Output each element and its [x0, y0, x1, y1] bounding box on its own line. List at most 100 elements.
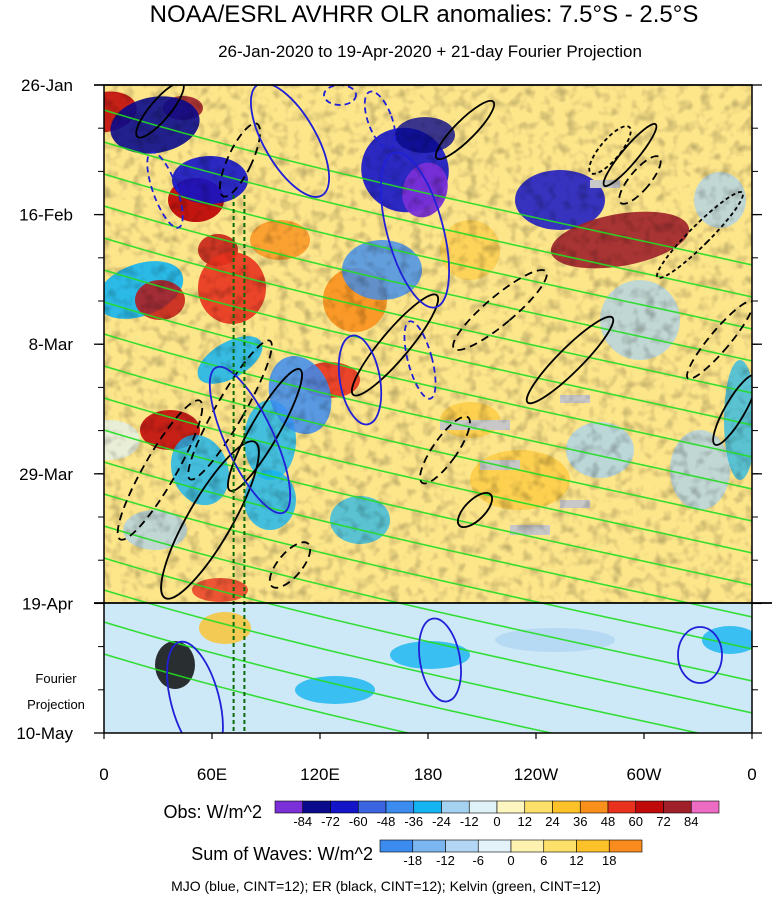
obs-legend-tick-label: -84 [293, 814, 312, 829]
er-contour [457, 492, 493, 528]
er-contour [712, 374, 752, 446]
y-tick-label: 19-Apr [22, 594, 73, 613]
x-tick-label: 60E [197, 765, 227, 784]
waves-legend: -18 -12 -6 0 6 12 18 [379, 839, 643, 868]
obs-legend-swatch [663, 800, 692, 814]
obs-legend-swatch [413, 800, 442, 814]
waves-legend-label: Sum of Waves: W/m^2 [191, 844, 373, 864]
er-contour [618, 155, 662, 205]
kelvin-contour [104, 429, 752, 586]
obs-legend-swatch [552, 800, 581, 814]
mjo-contour [323, 85, 357, 106]
er-contour [434, 99, 496, 161]
kelvin-contour [104, 333, 752, 490]
waves-legend-tick-label: 6 [540, 853, 547, 868]
er-contour [187, 339, 273, 481]
waves-legend-swatch [510, 839, 545, 853]
x-tick-label: 180 [414, 765, 442, 784]
obs-legend-tick-label: -24 [432, 814, 451, 829]
kelvin-contour [104, 365, 752, 522]
obs-legend-tick-label: 24 [545, 814, 559, 829]
obs-legend-tick-label: 72 [656, 814, 670, 829]
obs-legend-tick-label: 12 [518, 814, 532, 829]
chart-subtitle: 26-Jan-2020 to 19-Apr-2020 + 21-day Four… [218, 42, 642, 61]
mjo-contour [146, 151, 184, 229]
y-axis-labels: 26-Jan 16-Feb 8-Mar 29-Mar 19-Apr 10-May [16, 76, 73, 743]
kelvin-contour [104, 461, 752, 618]
er-contour [656, 191, 744, 279]
axis-ticks [94, 84, 762, 739]
obs-legend-swatch [274, 800, 304, 814]
obs-legend-swatch [441, 800, 470, 814]
waves-legend-swatch [477, 839, 512, 853]
waves-legend-tick-label: 12 [569, 853, 583, 868]
wave-contours [104, 85, 752, 733]
projection-label-line2: Projection [27, 697, 85, 712]
obs-legend-label: Obs: W/m^2 [164, 802, 262, 822]
projection-patch [199, 612, 251, 644]
kelvin-contour [104, 205, 752, 362]
obs-legend-swatch [385, 800, 415, 814]
waves-legend-swatch [608, 839, 643, 853]
obs-legend-tick-label: -72 [321, 814, 340, 829]
x-tick-label: 60W [627, 765, 662, 784]
obs-legend: -84 -72 -60 -48 -36 -24 -12 0 12 24 36 48 60 72 84 [274, 800, 720, 829]
obs-legend-tick-label: -36 [404, 814, 423, 829]
er-contour [268, 541, 312, 589]
waves-legend-tick-label: 18 [602, 853, 616, 868]
obs-legend-swatch [330, 800, 359, 814]
kelvin-contour [104, 301, 752, 458]
projection-patch [155, 641, 195, 689]
projection-label-line1: Fourier [35, 671, 77, 686]
mjo-contour [380, 151, 450, 309]
projection-patch [495, 628, 615, 652]
er-contour [588, 125, 632, 175]
kelvin-contour [104, 141, 752, 298]
obs-legend-tick-label: -48 [377, 814, 396, 829]
kelvin-contour [104, 397, 752, 554]
mjo-contour [249, 85, 331, 198]
waves-legend-swatch [543, 839, 577, 853]
mjo-contour [337, 334, 383, 426]
y-tick-label: 8-Mar [29, 335, 74, 354]
waves-legend-tick-label: -6 [472, 853, 484, 868]
y-tick-label: 26-Jan [21, 76, 73, 95]
reference-lines [232, 195, 246, 733]
waves-legend-swatch [412, 839, 446, 853]
kelvin-contour [104, 237, 752, 394]
kelvin-contour [104, 525, 752, 682]
kelvin-contour [104, 269, 752, 426]
er-contour [218, 122, 262, 198]
waves-legend-swatch [379, 839, 414, 853]
obs-legend-swatch [468, 800, 498, 814]
obs-legend-tick-label: 60 [629, 814, 643, 829]
waves-legend-tick-label: -12 [436, 853, 455, 868]
x-tick-label: 120E [300, 765, 340, 784]
obs-legend-tick-label: 48 [601, 814, 615, 829]
x-axis-labels: 0 60E 120E 180 120W 60W 0 [99, 765, 756, 784]
kelvin-contour [104, 653, 412, 733]
obs-legend-tick-label: 36 [573, 814, 587, 829]
obs-legend-swatch [635, 800, 664, 814]
er-contour [686, 300, 752, 380]
er-contour [116, 399, 204, 541]
waves-legend-swatch [576, 839, 610, 853]
y-tick-label: 29-Mar [19, 465, 73, 484]
mjo-contour [363, 90, 397, 150]
kelvin-contour [104, 621, 555, 733]
kelvin-contour [104, 589, 702, 733]
er-contour [602, 123, 658, 187]
obs-legend-tick-label: -60 [349, 814, 368, 829]
er-contour [350, 293, 440, 397]
obs-legend-swatch [579, 800, 609, 814]
kelvin-contour [104, 557, 752, 714]
x-tick-label: 120W [514, 765, 558, 784]
y-tick-label: 10-May [16, 724, 73, 743]
mjo-contour [418, 617, 462, 703]
er-contour [160, 440, 260, 600]
mjo-contour [166, 640, 224, 733]
obs-legend-swatch [496, 800, 526, 814]
waves-legend-tick-label: -18 [403, 853, 422, 868]
obs-legend-tick-label: -12 [460, 814, 479, 829]
